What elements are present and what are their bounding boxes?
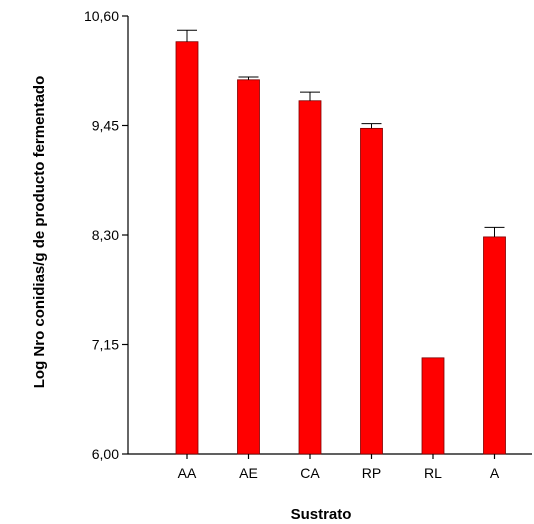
bar-aa	[175, 41, 199, 455]
x-tick-label: RP	[362, 465, 381, 481]
bars-group	[175, 29, 506, 455]
y-axis-title: Log Nro conidias/g de producto fermentad…	[31, 76, 48, 389]
x-tick-label: AE	[239, 465, 258, 481]
x-tick-label: A	[490, 465, 500, 481]
bar-ca	[298, 100, 322, 455]
bar-a	[483, 236, 506, 455]
y-tick-label: 10,60	[84, 8, 119, 24]
y-tick-label: 6,00	[92, 446, 119, 462]
x-tick-label: CA	[300, 465, 320, 481]
bar-rl	[421, 357, 445, 455]
y-tick-label: 8,30	[92, 227, 119, 243]
bar-ae	[237, 79, 260, 455]
x-tick-label: AA	[178, 465, 197, 481]
bar-rp	[360, 127, 383, 455]
y-tick-label: 9,45	[92, 118, 119, 134]
x-axis-title: Sustrato	[291, 506, 352, 523]
y-ticks: 6,00 7,15 8,30 9,45 10,60	[84, 8, 128, 462]
x-ticks: AA AE CA RP RL A	[178, 454, 500, 481]
x-tick-label: RL	[424, 465, 442, 481]
y-tick-label: 7,15	[92, 337, 119, 353]
